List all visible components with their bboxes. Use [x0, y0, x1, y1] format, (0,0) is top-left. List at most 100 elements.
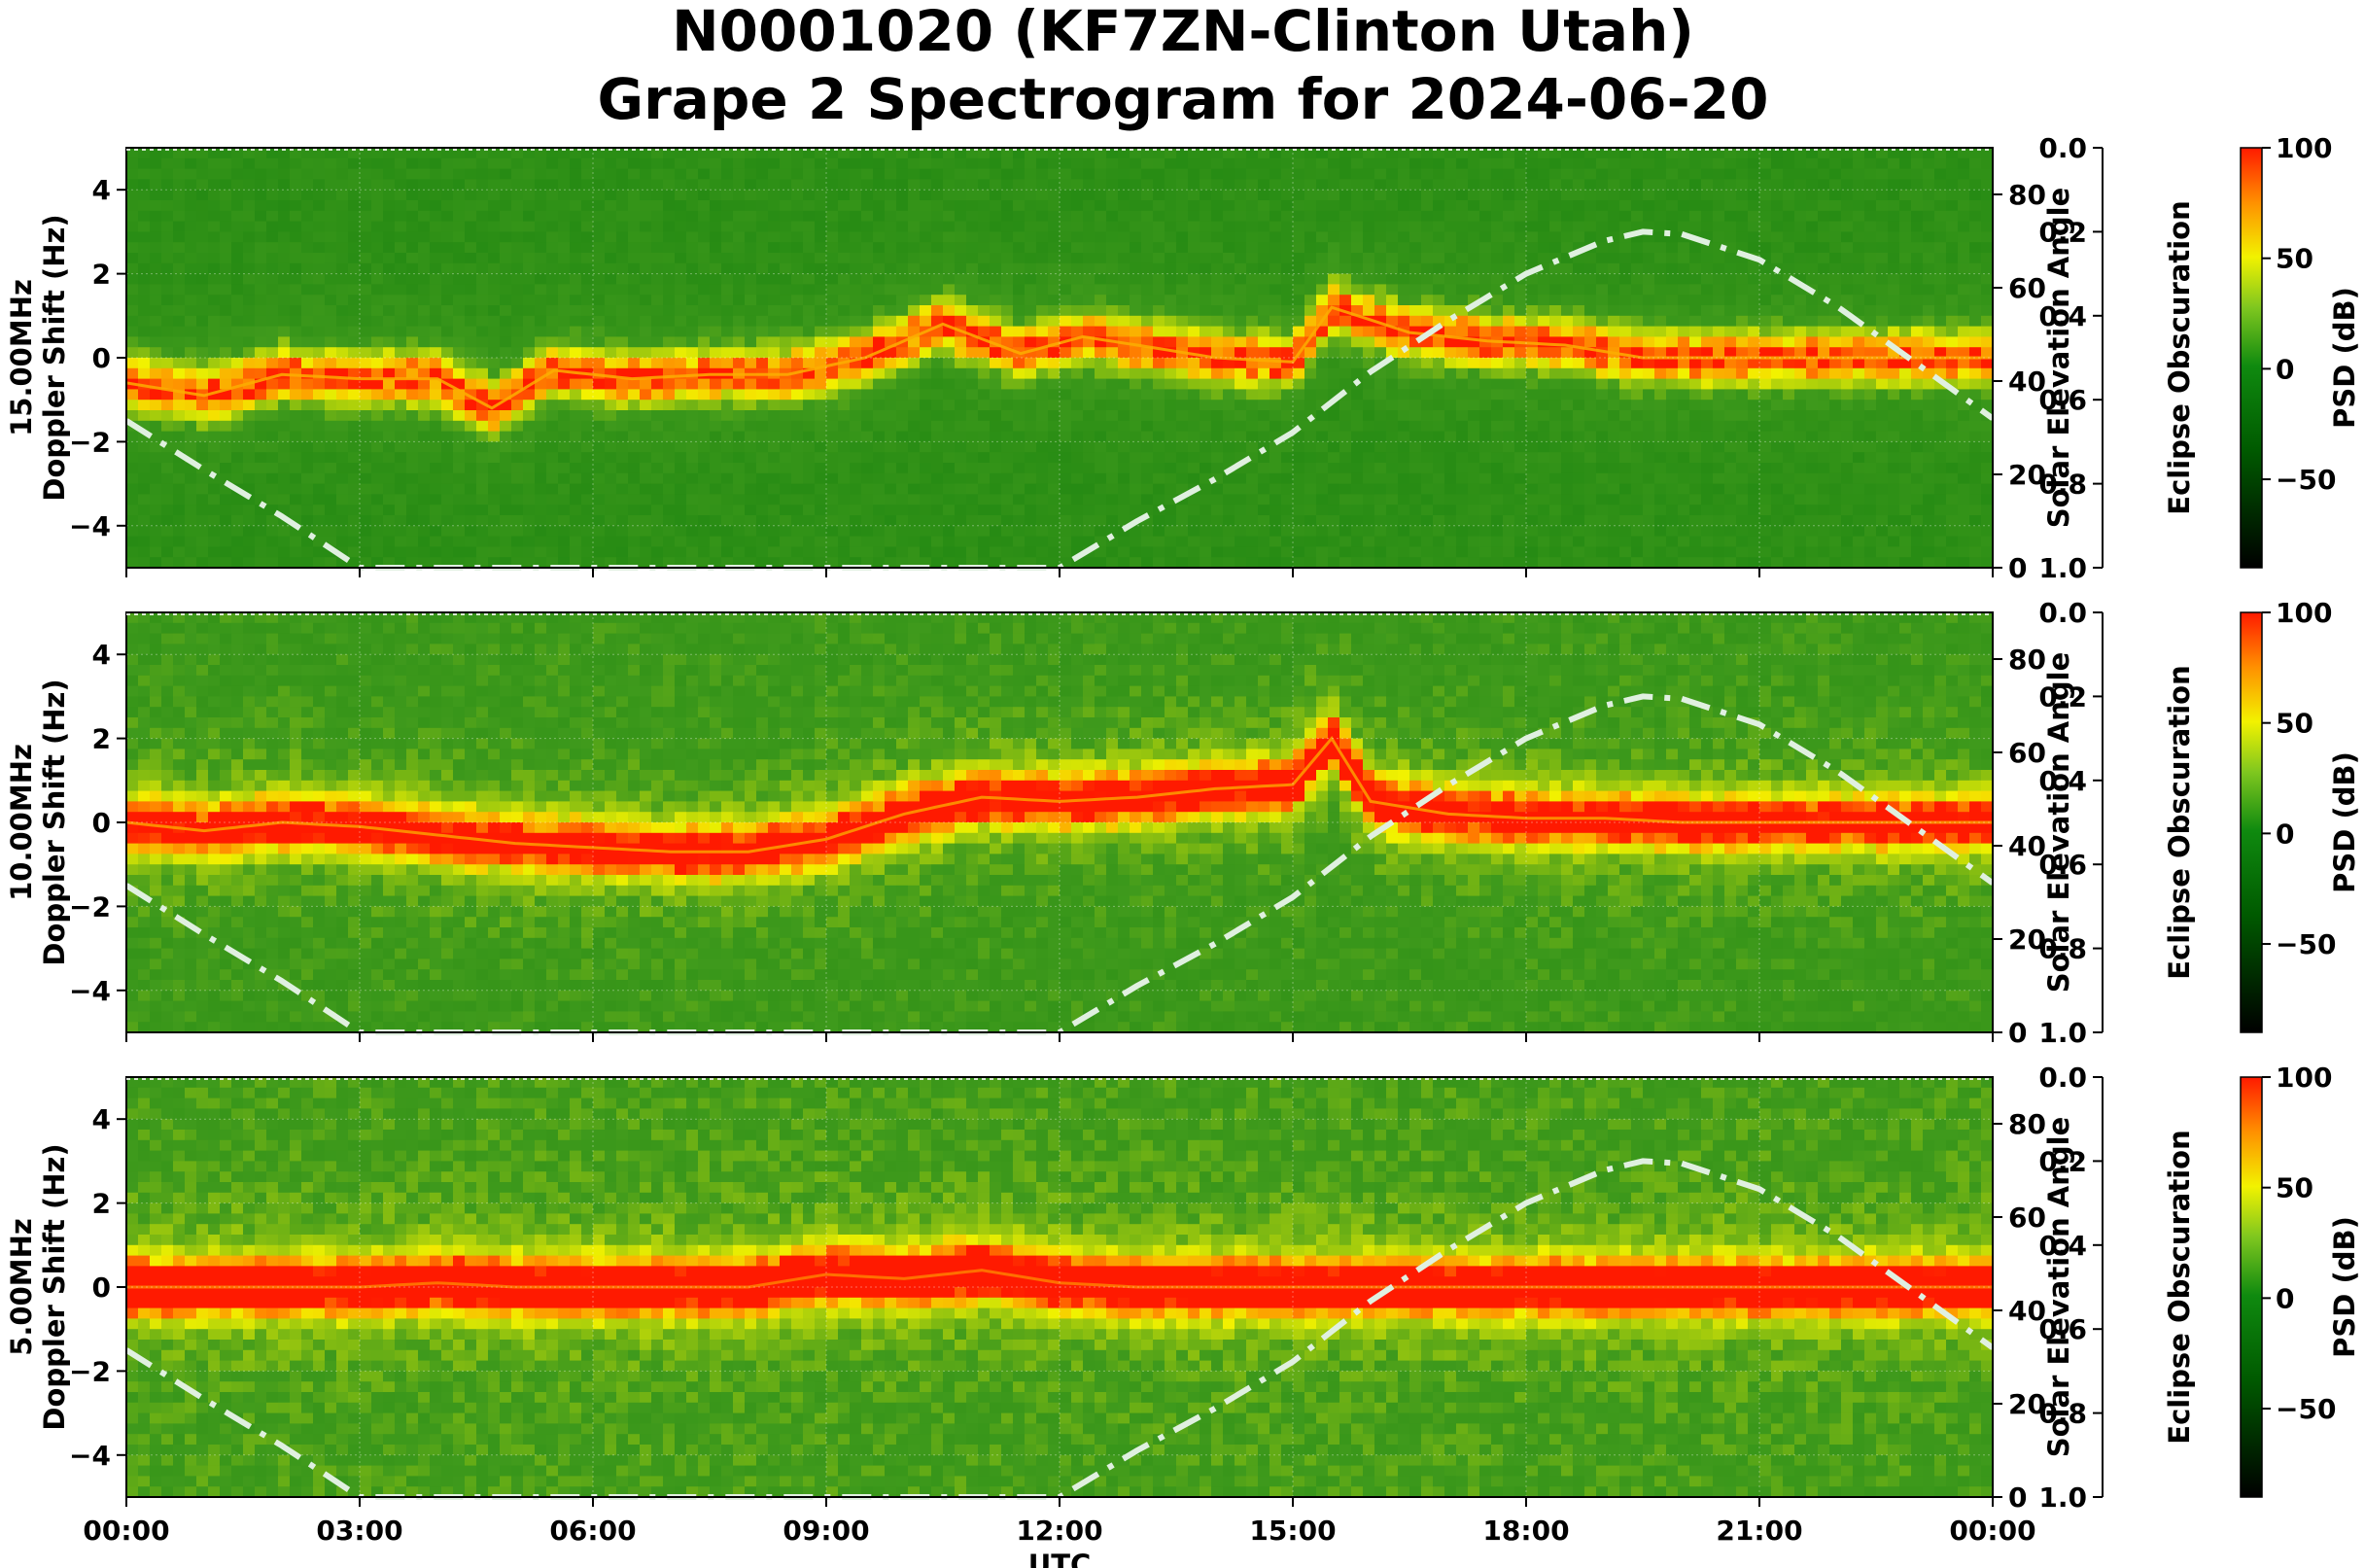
frequency-label: 5.00MHz — [5, 1218, 38, 1356]
carrier-trace-line — [125, 305, 1993, 410]
solar-elevation-curve — [124, 1158, 1995, 1500]
x-tick-label: 12:00 — [1016, 1515, 1102, 1547]
y3-tick-label: 0.4 — [2038, 1230, 2087, 1262]
frequency-label: 10.00MHz — [5, 744, 38, 901]
y3-tick-label: 0.2 — [2038, 216, 2087, 248]
colorbar-tick-label: 0 — [2276, 1282, 2294, 1314]
y2-tick-label: 60 — [2008, 1202, 2046, 1234]
solar-elevation-axis-label: Solar Elevation Angle — [2042, 652, 2075, 993]
colorbar — [2240, 1076, 2263, 1498]
y3-tick-label: 0.0 — [2038, 597, 2087, 629]
y3-tick-label: 0.8 — [2038, 933, 2087, 965]
x-tick-label: 00:00 — [1949, 1515, 2035, 1547]
spectrogram-panels: 420−2−415.00MHz Doppler Shift (Hz)8060402… — [5, 132, 2361, 1568]
y3-tick-label: 0.2 — [2038, 1145, 2087, 1177]
eclipse-obscuration-axis-label: Eclipse Obscuration — [2163, 200, 2196, 514]
y2-tick-label: 0 — [2008, 552, 2027, 584]
y2-tick-label: 40 — [2008, 366, 2046, 398]
colorbar-label: PSD (dB) — [2328, 1216, 2361, 1358]
y-tick-label: 0 — [92, 1272, 111, 1304]
y2-tick-label: 80 — [2008, 644, 2046, 676]
colorbar-tick-label: 0 — [2276, 353, 2294, 385]
y2-tick-label: 0 — [2008, 1481, 2027, 1514]
carrier-trace-line — [125, 736, 1993, 854]
y-tick-label: −4 — [69, 975, 111, 1007]
y2-tick-label: 60 — [2008, 737, 2046, 769]
y3-tick-label: 0.0 — [2038, 1062, 2087, 1094]
y2-tick-label: 40 — [2008, 1295, 2046, 1327]
y3-tick-label: 1.0 — [2038, 1481, 2087, 1514]
y-tick-label: −4 — [69, 510, 111, 542]
y2-tick-label: 40 — [2008, 830, 2046, 862]
x-tick-label: 15:00 — [1249, 1515, 1336, 1547]
colorbar-tick-label: 50 — [2276, 708, 2313, 740]
y2-tick-label: 60 — [2008, 272, 2046, 304]
y3-tick-label: 0.6 — [2038, 1313, 2087, 1345]
x-tick-label: 06:00 — [549, 1515, 636, 1547]
heatmap-cells — [126, 1077, 1994, 1498]
colorbar-label: PSD (dB) — [2328, 287, 2361, 429]
y-tick-label: 4 — [92, 1103, 111, 1135]
y2-tick-label: 0 — [2008, 1017, 2027, 1049]
doppler-axis-label: Doppler Shift (Hz) — [38, 214, 71, 501]
y3-tick-label: 0.0 — [2038, 132, 2087, 164]
colorbar-tick-label: 100 — [2276, 597, 2332, 629]
y-tick-label: 4 — [92, 174, 111, 206]
y-tick-label: 0 — [92, 807, 111, 839]
y-tick-label: 2 — [92, 1188, 111, 1220]
solar-elevation-axis-label: Solar Elevation Angle — [2042, 1117, 2075, 1458]
colorbar-tick-label: 0 — [2276, 818, 2294, 850]
solar-elevation-axis-label: Solar Elevation Angle — [2042, 188, 2075, 529]
carrier-trace-line — [126, 1269, 1993, 1289]
colorbar-tick-label: 100 — [2276, 132, 2332, 164]
x-tick-label: 03:00 — [316, 1515, 402, 1547]
y2-tick-label: 20 — [2008, 459, 2046, 491]
y3-tick-label: 0.4 — [2038, 300, 2087, 332]
x-tick-label: 00:00 — [83, 1515, 169, 1547]
y-tick-label: 2 — [92, 723, 111, 755]
y3-tick-label: 0.8 — [2038, 469, 2087, 501]
y-tick-label: −2 — [69, 1355, 111, 1387]
panel-15-00mhz: 420−2−415.00MHz Doppler Shift (Hz)8060402… — [5, 132, 2361, 584]
y-tick-label: −2 — [69, 426, 111, 458]
y3-tick-label: 1.0 — [2038, 1017, 2087, 1049]
y2-tick-label: 20 — [2008, 1388, 2046, 1420]
panel-10-00mhz: 420−2−410.00MHz Doppler Shift (Hz)8060402… — [5, 597, 2361, 1049]
colorbar-tick-label: 50 — [2276, 1172, 2313, 1204]
x-tick-label: 09:00 — [783, 1515, 869, 1547]
y3-tick-label: 0.2 — [2038, 680, 2087, 713]
eclipse-obscuration-axis-label: Eclipse Obscuration — [2163, 665, 2196, 979]
colorbar — [2240, 147, 2263, 569]
doppler-axis-label: Doppler Shift (Hz) — [38, 1143, 71, 1430]
x-tick-label: 18:00 — [1482, 1515, 1569, 1547]
eclipse-obscuration-axis-label: Eclipse Obscuration — [2163, 1130, 2196, 1444]
x-tick-label: 21:00 — [1716, 1515, 1802, 1547]
grid-lines — [126, 612, 1993, 1032]
colorbar-tick-label: 100 — [2276, 1062, 2332, 1094]
doppler-axis-label: Doppler Shift (Hz) — [38, 679, 71, 965]
x-axis-label: UTC — [1028, 1549, 1092, 1568]
y-tick-label: −2 — [69, 890, 111, 923]
y-tick-label: −4 — [69, 1440, 111, 1472]
panel-5-00mhz: 420−2−45.00MHz Doppler Shift (Hz)80604020… — [5, 1062, 2361, 1568]
colorbar-tick-label: 50 — [2276, 243, 2313, 275]
y3-tick-label: 1.0 — [2038, 552, 2087, 584]
grid-lines — [126, 1077, 1993, 1497]
y2-tick-label: 80 — [2008, 179, 2046, 211]
y2-tick-label: 20 — [2008, 923, 2046, 956]
grid-lines — [126, 148, 1993, 568]
colorbar — [2240, 611, 2263, 1033]
solar-elevation-curve — [124, 693, 1995, 1035]
y-tick-label: 4 — [92, 639, 111, 671]
y3-tick-label: 0.6 — [2038, 384, 2087, 416]
chart-title-line1: N0001020 (KF7ZN-Clinton Utah) — [672, 0, 1694, 64]
frequency-label: 15.00MHz — [5, 279, 38, 436]
solar-elevation-curve — [124, 228, 1995, 571]
heatmap-cells — [126, 612, 1994, 1033]
colorbar-tick-label: −50 — [2276, 1393, 2336, 1425]
y3-tick-label: 0.4 — [2038, 765, 2087, 797]
heatmap-cells — [126, 148, 1994, 569]
colorbar-tick-label: −50 — [2276, 464, 2336, 496]
colorbar-tick-label: −50 — [2276, 928, 2336, 960]
